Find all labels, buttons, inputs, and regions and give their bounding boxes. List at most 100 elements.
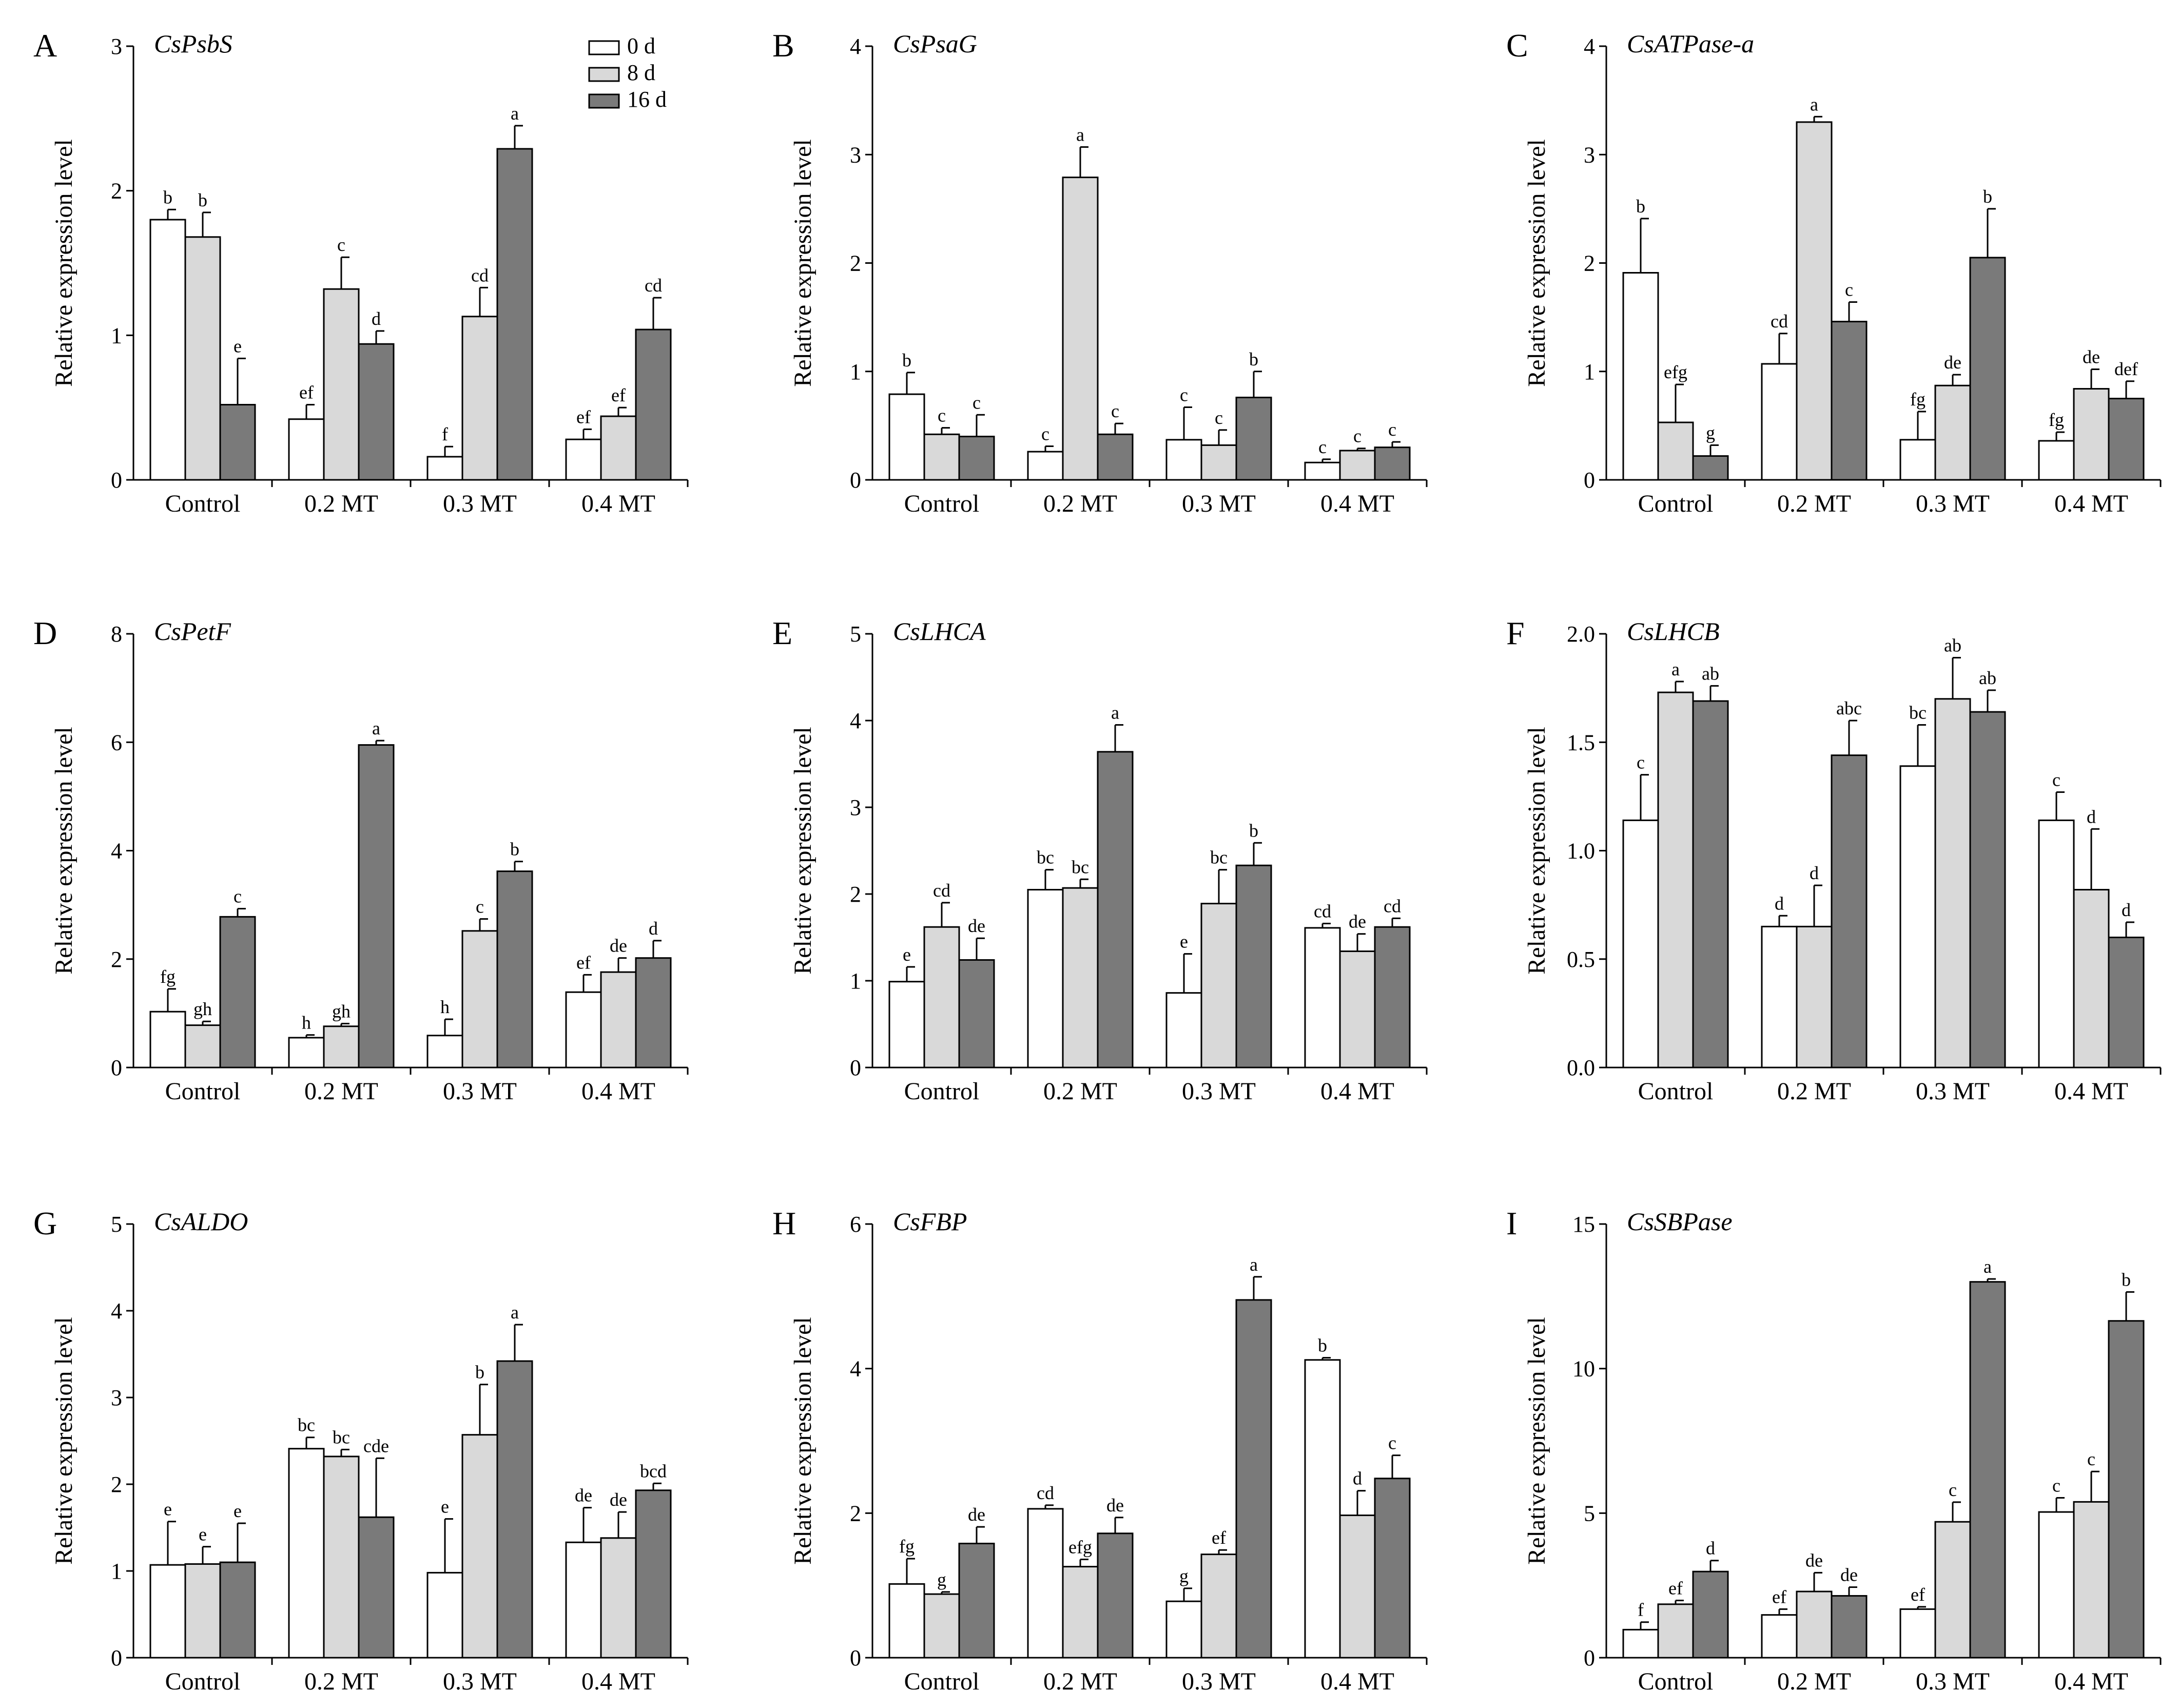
bar	[1374, 1478, 1411, 1659]
bar	[2073, 889, 2110, 1069]
significance-letter: b	[1249, 820, 1258, 841]
significance-letter: de	[968, 916, 985, 936]
significance-letter: bc	[1210, 847, 1228, 868]
significance-letter: c	[973, 392, 981, 413]
bar	[1165, 1600, 1202, 1659]
y-tick-label: 0	[850, 1055, 861, 1080]
legend-swatch	[588, 93, 620, 109]
y-tick-label: 3	[850, 795, 861, 820]
bar	[1235, 864, 1272, 1069]
bar	[1622, 272, 1659, 481]
significance-letter: c	[1353, 426, 1362, 447]
bar	[358, 1516, 395, 1659]
gene-title: CsLHCA	[893, 617, 986, 646]
significance-letter: efg	[1068, 1537, 1092, 1557]
significance-letter: b	[163, 187, 172, 207]
y-tick-label: 4	[850, 708, 861, 733]
significance-letter: c	[1845, 280, 1853, 300]
bar	[1622, 819, 1659, 1069]
significance-letter: c	[1949, 1480, 1957, 1500]
significance-letter: de	[575, 1485, 592, 1506]
significance-letter: c	[337, 235, 345, 255]
significance-letter: e	[441, 1497, 449, 1517]
bar	[149, 1011, 186, 1069]
bar	[496, 870, 533, 1069]
significance-letter: ef	[1212, 1527, 1226, 1548]
significance-letter: c	[1111, 401, 1119, 421]
significance-letter: ef	[611, 385, 626, 405]
y-tick-label: 10	[1572, 1356, 1595, 1382]
significance-letter: fg	[160, 966, 176, 987]
significance-letter: e	[1180, 931, 1188, 952]
x-tick-label: 0.2 MT	[1777, 1078, 1851, 1105]
x-tick-label: 0.2 MT	[1777, 490, 1851, 517]
significance-letter: cde	[363, 1435, 389, 1456]
x-tick-label: Control	[165, 490, 241, 517]
bar	[2038, 819, 2075, 1069]
significance-letter: c	[1180, 384, 1188, 405]
y-tick-label: 4	[850, 1356, 861, 1382]
significance-letter: de	[2083, 347, 2100, 367]
bar	[1165, 992, 1202, 1069]
y-tick-label: 5	[111, 1212, 122, 1237]
significance-letter: a	[1111, 702, 1119, 723]
significance-letter: de	[610, 936, 627, 956]
significance-letter: a	[1810, 94, 1818, 114]
significance-letter: g	[1706, 422, 1715, 443]
significance-letter: g	[937, 1569, 946, 1590]
x-tick-label: Control	[1638, 490, 1714, 517]
y-tick-label: 1	[111, 1559, 122, 1584]
y-tick-label: 1	[111, 323, 122, 348]
bar	[1692, 455, 1729, 481]
bar	[635, 1489, 672, 1659]
bar	[888, 1583, 925, 1659]
significance-letter: a	[511, 1302, 519, 1323]
bar	[2108, 937, 2145, 1069]
x-tick-label: 0.3 MT	[1182, 490, 1256, 517]
significance-letter: d	[1810, 863, 1819, 883]
bar	[288, 1448, 325, 1659]
bar	[1899, 765, 1936, 1069]
significance-letter: def	[2114, 359, 2138, 379]
significance-letter: c	[1388, 1433, 1396, 1453]
bar	[1761, 363, 1798, 481]
gene-title: CsATPase-a	[1627, 29, 1754, 58]
y-tick-label: 0	[850, 468, 861, 493]
significance-letter: cd	[471, 265, 489, 285]
significance-letter: d	[2122, 900, 2131, 920]
bar	[1657, 421, 1694, 481]
x-tick-label: 0.2 MT	[1043, 1668, 1117, 1695]
bar	[923, 926, 960, 1069]
significance-letter: ab	[1979, 668, 1996, 688]
y-tick-label: 8	[111, 622, 122, 647]
significance-letter: d	[372, 308, 381, 329]
bar	[1062, 887, 1099, 1069]
gene-title: CsPsbS	[154, 29, 232, 58]
significance-letter: cd	[933, 880, 950, 901]
y-tick-label: 3	[111, 1385, 122, 1410]
bar	[1831, 321, 1868, 481]
bar	[1374, 447, 1411, 481]
x-tick-label: Control	[165, 1668, 241, 1695]
significance-letter: b	[1983, 186, 1992, 207]
bar	[888, 393, 925, 481]
panel-letter: G	[33, 1205, 57, 1241]
bar	[1304, 1359, 1341, 1659]
y-tick-label: 2	[111, 179, 122, 204]
y-tick-label: 0.0	[1567, 1055, 1595, 1080]
x-tick-label: 0.2 MT	[304, 490, 378, 517]
bar	[1692, 700, 1729, 1069]
y-axis-label: Relative expression level	[50, 139, 77, 387]
gene-title: CsFBP	[893, 1207, 967, 1236]
y-tick-label: 2	[850, 1501, 861, 1526]
bar	[565, 438, 602, 481]
bar	[149, 219, 186, 481]
significance-letter: de	[1840, 1565, 1858, 1585]
significance-letter: c	[476, 897, 484, 917]
bar	[565, 1541, 602, 1659]
significance-letter: ef	[1911, 1584, 1925, 1605]
x-tick-label: 0.2 MT	[1777, 1668, 1851, 1695]
legend-swatch	[588, 67, 620, 82]
y-tick-label: 0	[111, 1055, 122, 1080]
